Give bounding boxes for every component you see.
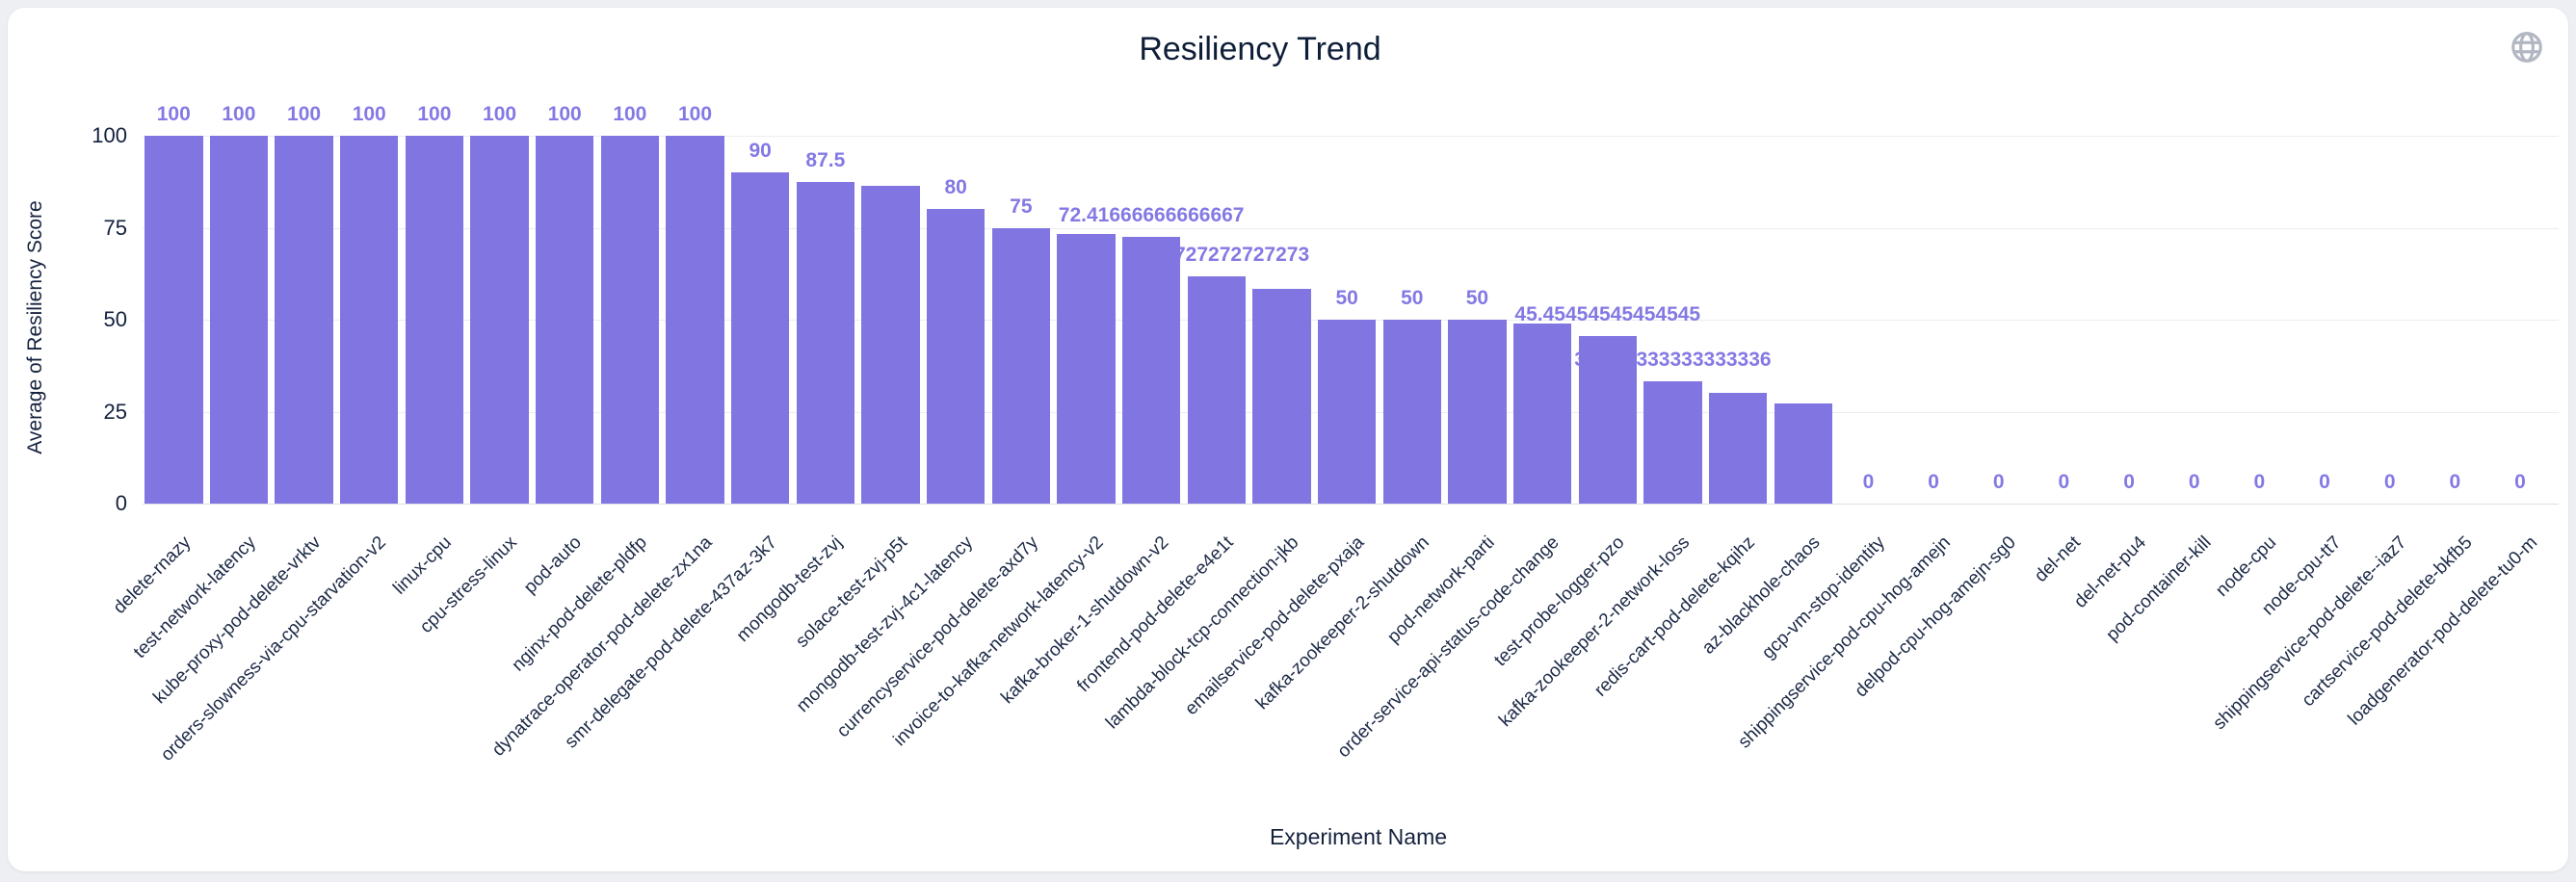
bar-value-label: 0 — [1928, 471, 1939, 493]
bar-value-label: 100 — [547, 103, 582, 125]
bar-value-label: 45.45454545454545 — [1514, 303, 1701, 326]
bar-value-label: 90 — [749, 140, 772, 163]
y-tick-label: 75 — [103, 215, 127, 240]
bar[interactable] — [1708, 393, 1768, 504]
bar-value-label: 0 — [2188, 471, 2200, 493]
bar[interactable] — [926, 209, 986, 504]
bar[interactable] — [405, 136, 464, 504]
globe-icon[interactable] — [2509, 29, 2545, 65]
bar[interactable] — [1317, 320, 1377, 504]
bar-value-label: 100 — [417, 103, 452, 125]
bar[interactable] — [730, 172, 790, 504]
y-tick-label: 100 — [92, 123, 127, 147]
bar-value-label: 0 — [2383, 471, 2396, 493]
x-tick-label[interactable]: linux-cpu — [389, 532, 456, 599]
bar[interactable] — [1643, 380, 1702, 504]
bar-value-label: 50 — [1465, 287, 1489, 309]
gridline — [143, 227, 2559, 229]
bar[interactable] — [861, 185, 920, 504]
bar-value-label: 100 — [677, 103, 713, 125]
bar[interactable] — [600, 136, 660, 504]
bar[interactable] — [1448, 320, 1507, 504]
bar[interactable] — [1382, 320, 1442, 504]
bar-value-label: 100 — [613, 103, 647, 125]
y-tick-label: 25 — [103, 399, 127, 424]
gridline — [143, 136, 2559, 137]
x-tick-label[interactable]: solace-test-zvj-p5t — [792, 532, 912, 652]
bar-value-label: 0 — [1862, 471, 1875, 493]
bar[interactable] — [1121, 237, 1181, 504]
bar-value-label: 100 — [156, 103, 191, 125]
bar-value-label: 80 — [944, 176, 967, 199]
bar[interactable] — [1057, 234, 1116, 504]
x-tick-label[interactable]: az-blackhole-chaos — [1697, 532, 1825, 659]
bar[interactable] — [1512, 323, 1572, 504]
bar[interactable] — [796, 181, 855, 504]
x-tick-label[interactable]: test-network-latency — [129, 532, 260, 663]
bar-value-label: 0 — [2319, 471, 2330, 493]
bar[interactable] — [145, 136, 203, 504]
bar[interactable] — [1578, 336, 1638, 504]
bar-value-label: 0 — [2514, 471, 2526, 493]
x-axis-line — [143, 504, 2559, 505]
bar[interactable] — [666, 136, 724, 504]
x-tick-label[interactable]: pod-auto — [520, 532, 587, 598]
bar-value-label: 72.41666666666667 — [1058, 204, 1245, 227]
bar-value-label: 50 — [1335, 287, 1358, 309]
bar[interactable] — [535, 136, 594, 504]
chart-title: Resiliency Trend — [1139, 31, 1381, 67]
bar[interactable] — [1252, 289, 1311, 504]
bar-value-label: 75 — [1010, 195, 1033, 218]
bar[interactable] — [209, 136, 269, 504]
x-tick-label[interactable]: gcp-vm-stop-identity — [1758, 532, 1890, 663]
bar[interactable] — [1774, 402, 1832, 504]
bar[interactable] — [339, 136, 399, 504]
bar-value-label: 100 — [352, 103, 386, 125]
bar-value-label: 100 — [287, 103, 322, 125]
bar-value-label: 87.5 — [805, 148, 846, 171]
bar-value-label: 0 — [2449, 471, 2461, 493]
bar-value-label: 0 — [2253, 471, 2266, 493]
bar[interactable] — [470, 136, 529, 504]
bar-value-label: 0 — [1992, 471, 2005, 493]
bar-value-label: 0 — [2123, 471, 2135, 493]
y-tick-label: 0 — [115, 491, 127, 515]
x-axis-title: Experiment Name — [1269, 824, 1448, 849]
x-tick-label[interactable]: del-net — [2031, 532, 2086, 586]
bar[interactable] — [275, 136, 333, 504]
bar-value-label: 100 — [483, 103, 517, 125]
chart-card: Resiliency Trend Average of Resiliency S… — [8, 8, 2568, 871]
bar-value-label: 100 — [222, 103, 256, 125]
bar-value-label: 50 — [1401, 287, 1424, 309]
bar[interactable] — [991, 227, 1051, 504]
bar-value-label: 0 — [2058, 471, 2070, 493]
y-tick-label: 50 — [103, 307, 127, 331]
bar[interactable] — [1187, 276, 1247, 504]
